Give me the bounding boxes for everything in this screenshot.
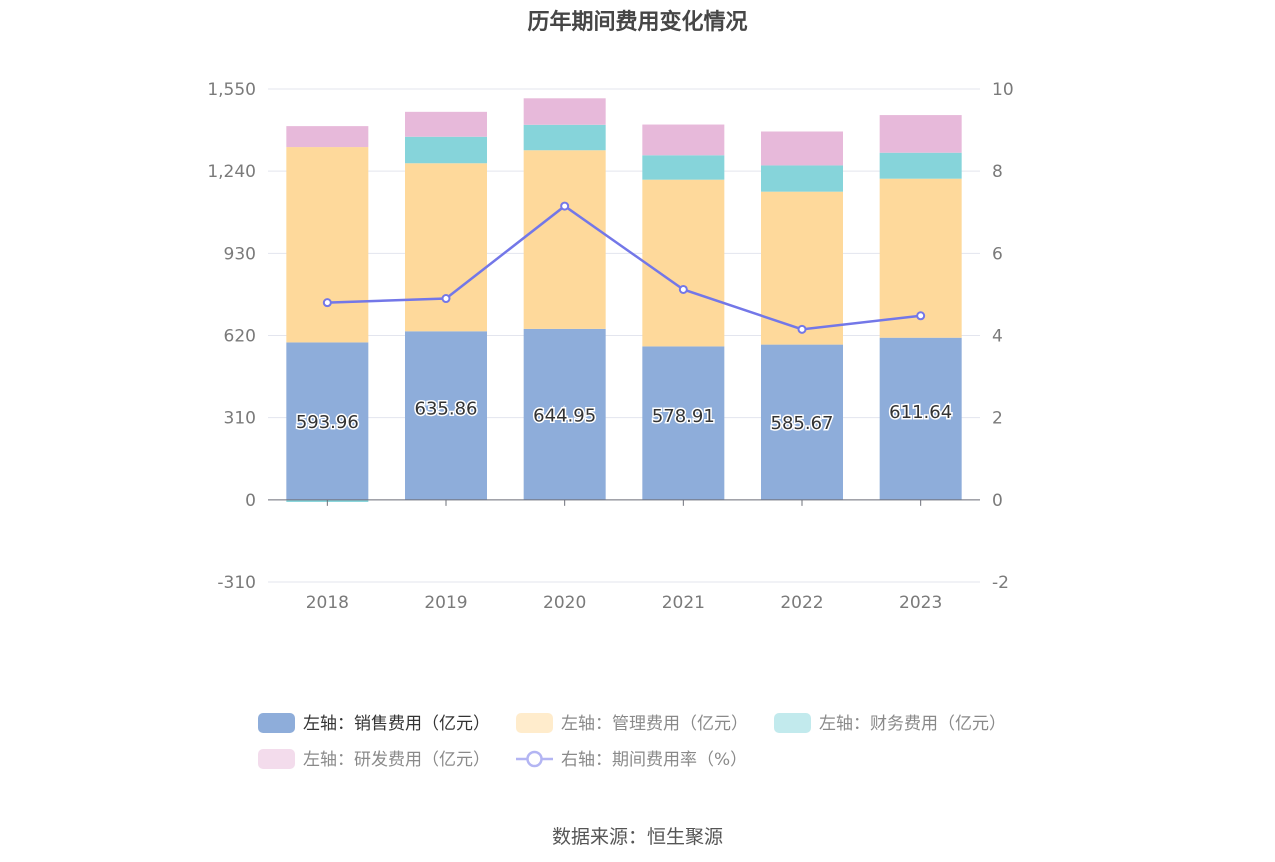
left-axis-tick-label: 1,240 xyxy=(207,162,256,182)
x-axis-tick-label: 2020 xyxy=(543,593,586,613)
bar-2-2020 xyxy=(523,150,606,329)
legend-item-5[interactable]: 右轴：期间费用率（%） xyxy=(516,750,747,770)
legend-swatch xyxy=(774,713,811,733)
bar-4-2018 xyxy=(286,126,369,148)
bar-4-2020 xyxy=(523,98,606,125)
bar-1-2020 xyxy=(523,328,606,500)
line-point-2020 xyxy=(560,201,570,211)
data-label-sales: 578.91 xyxy=(652,406,715,427)
legend-swatch xyxy=(516,713,553,733)
bar-3-2023 xyxy=(879,152,962,179)
data-label-sales: 585.67 xyxy=(771,413,834,434)
chart-title: 历年期间费用变化情况 xyxy=(527,10,748,35)
source-note: 数据来源：恒生聚源 xyxy=(551,826,723,848)
left-axis-tick-label: -310 xyxy=(217,573,256,593)
right-axis-tick-label: 6 xyxy=(992,244,1003,264)
grid-lines xyxy=(268,88,980,583)
legend-label: 左轴：研发费用（亿元） xyxy=(303,750,490,770)
right-axis-tick-label: 10 xyxy=(992,80,1014,100)
left-axis-tick-label: 1,550 xyxy=(207,80,256,100)
bar-3-2022 xyxy=(761,165,843,192)
legend-swatch-marker xyxy=(526,750,543,768)
bar-1-2022 xyxy=(761,344,843,500)
x-axis-tick-label: 2022 xyxy=(780,593,823,613)
left-axis-tick-label: 620 xyxy=(224,327,256,347)
legend-label: 左轴：销售费用（亿元） xyxy=(303,714,490,734)
bar-4-2022 xyxy=(761,131,843,166)
x-axis-tick-label: 2018 xyxy=(306,593,349,613)
x-axis-tick-label: 2021 xyxy=(662,593,705,613)
line-point-2019 xyxy=(441,294,451,304)
data-label-sales: 644.95 xyxy=(533,405,596,426)
bar-3-2020 xyxy=(523,124,606,151)
bar-1-2018 xyxy=(286,342,369,500)
line-point-2023 xyxy=(916,311,926,321)
legend-label: 左轴：财务费用（亿元） xyxy=(819,714,1006,734)
bar-4-2023 xyxy=(879,115,962,153)
legend: 左轴：销售费用（亿元） 左轴：管理费用（亿元） 左轴：财务费用（亿元） 左轴：研发费用… xyxy=(258,713,1006,770)
axis-layer: -310 -2 0 0 310 2 620 4 930 6 1,240 8 1,550 10 2018 201… xyxy=(207,80,1013,613)
bar-2-2023 xyxy=(879,178,962,338)
legend-item-3[interactable]: 左轴：财务费用（亿元） xyxy=(774,713,1006,734)
right-axis-tick-label: 4 xyxy=(992,327,1003,347)
bar-1-2021 xyxy=(642,346,725,500)
right-axis-tick-label: -2 xyxy=(992,573,1009,593)
data-label-sales: 611.64 xyxy=(889,402,952,423)
right-axis-tick-label: 2 xyxy=(992,409,1003,429)
right-axis-tick-label: 8 xyxy=(992,162,1003,182)
line-expense-rate xyxy=(327,204,921,331)
left-axis-tick-label: 310 xyxy=(224,409,256,429)
data-label-layer: 593.96 635.86 644.95 578.91 585.67 611.64 xyxy=(294,397,953,436)
legend-label: 左轴：管理费用（亿元） xyxy=(561,714,748,734)
x-axis-tick-label: 2023 xyxy=(899,593,942,613)
legend-swatch xyxy=(258,749,295,769)
bar-2-2019 xyxy=(405,163,487,332)
left-axis-tick-label: 930 xyxy=(224,244,256,264)
legend-swatch xyxy=(258,713,295,733)
bar-1-2019 xyxy=(405,331,487,500)
line-point-2022 xyxy=(797,324,807,334)
legend-item-2[interactable]: 左轴：管理费用（亿元） xyxy=(516,713,748,734)
bar-2-2021 xyxy=(642,179,725,347)
bar-4-2019 xyxy=(405,111,487,137)
data-label-sales: 593.96 xyxy=(296,412,359,433)
legend-item-1[interactable]: 左轴：销售费用（亿元） xyxy=(258,713,490,734)
x-axis-tick-label: 2019 xyxy=(424,593,467,613)
line-layer xyxy=(322,201,926,334)
data-label-sales: 635.86 xyxy=(415,399,478,420)
line-point-2018 xyxy=(322,298,332,308)
bar-2-2022 xyxy=(761,191,843,345)
left-axis-tick-label: 0 xyxy=(245,491,256,511)
line-point-2021 xyxy=(678,284,688,294)
bar-layer xyxy=(286,98,962,502)
bar-3-2021 xyxy=(642,155,725,180)
right-axis-tick-label: 0 xyxy=(992,491,1003,511)
bar-4-2021 xyxy=(642,124,725,156)
legend-item-4[interactable]: 左轴：研发费用（亿元） xyxy=(258,749,490,770)
bar-2-2018 xyxy=(286,147,369,343)
bar-3-2019 xyxy=(405,136,487,164)
legend-label: 右轴：期间费用率（%） xyxy=(561,750,747,770)
bar-1-2023 xyxy=(879,337,962,500)
